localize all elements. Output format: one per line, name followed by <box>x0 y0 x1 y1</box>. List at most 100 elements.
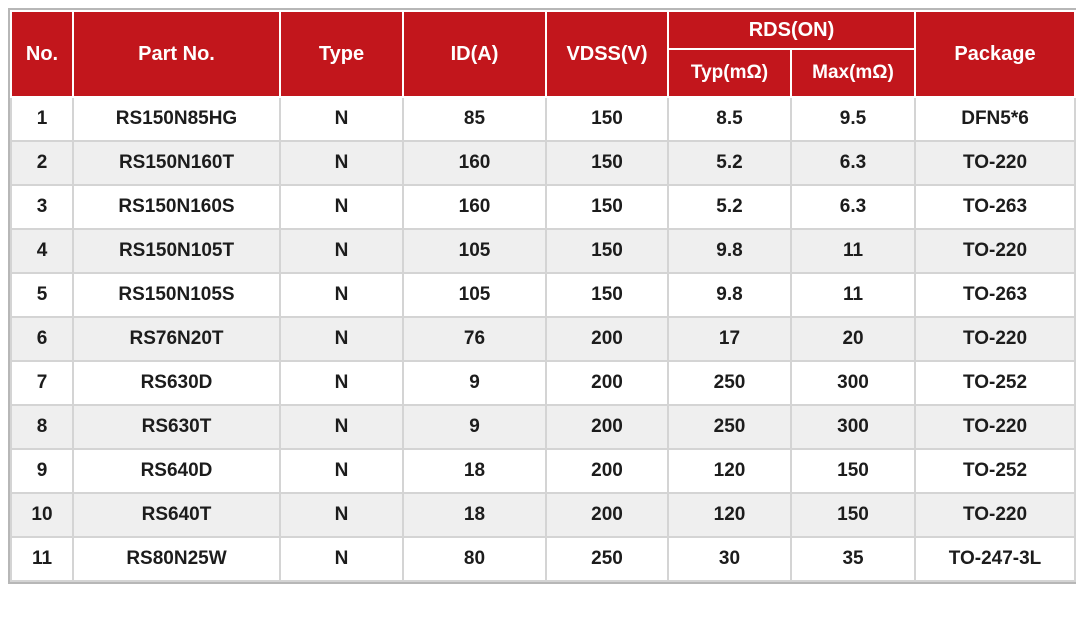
cell-id: 80 <box>402 536 547 582</box>
cell-id: 18 <box>402 492 547 538</box>
cell-pkg: TO-263 <box>914 184 1077 230</box>
cell-pkg: TO-252 <box>914 448 1077 494</box>
cell-id: 105 <box>402 272 547 318</box>
cell-id: 9 <box>402 360 547 406</box>
mosfet-parts-table: No. Part No. Type ID(A) VDSS(V) RDS(ON) … <box>10 10 1077 582</box>
cell-no: 4 <box>10 228 74 274</box>
cell-max: 11 <box>789 228 917 274</box>
cell-type: N <box>279 272 404 318</box>
cell-pkg: DFN5*6 <box>914 96 1077 142</box>
cell-vdss: 200 <box>545 316 669 362</box>
cell-pkg: TO-263 <box>914 272 1077 318</box>
table-row: 5 RS150N105S N 105 150 9.8 11 TO-263 <box>10 272 1077 318</box>
cell-part: RS150N105S <box>72 272 281 318</box>
table-row: 10 RS640T N 18 200 120 150 TO-220 <box>10 492 1077 538</box>
header-cell-rds-on: RDS(ON) <box>666 10 917 50</box>
cell-no: 1 <box>10 96 74 142</box>
cell-vdss: 200 <box>545 404 669 450</box>
cell-pkg: TO-220 <box>914 228 1077 274</box>
cell-typ: 120 <box>667 492 792 538</box>
cell-typ: 250 <box>667 404 792 450</box>
cell-id: 18 <box>402 448 547 494</box>
header-row-top: No. Part No. Type ID(A) VDSS(V) RDS(ON) … <box>10 10 1077 98</box>
parts-table-container: No. Part No. Type ID(A) VDSS(V) RDS(ON) … <box>8 8 1077 584</box>
cell-vdss: 200 <box>545 448 669 494</box>
cell-pkg: TO-220 <box>914 316 1077 362</box>
table-row: 8 RS630T N 9 200 250 300 TO-220 <box>10 404 1077 450</box>
table-row: 6 RS76N20T N 76 200 17 20 TO-220 <box>10 316 1077 362</box>
cell-part: RS630D <box>72 360 281 406</box>
cell-max: 35 <box>789 536 917 582</box>
cell-vdss: 200 <box>545 360 669 406</box>
cell-no: 7 <box>10 360 74 406</box>
cell-id: 9 <box>402 404 547 450</box>
cell-max: 300 <box>789 404 917 450</box>
cell-type: N <box>279 492 404 538</box>
table-body: 1 RS150N85HG N 85 150 8.5 9.5 DFN5*6 2 RS150N160T… <box>10 96 1077 582</box>
header-cell-no: No. <box>10 10 74 98</box>
cell-pkg: TO-247-3L <box>914 536 1077 582</box>
cell-type: N <box>279 96 404 142</box>
cell-vdss: 250 <box>545 536 669 582</box>
header-cell-package: Package <box>914 10 1077 98</box>
cell-max: 9.5 <box>789 96 917 142</box>
cell-vdss: 150 <box>545 184 669 230</box>
table-row: 2 RS150N160T N 160 150 5.2 6.3 TO-220 <box>10 140 1077 186</box>
cell-part: RS150N105T <box>72 228 281 274</box>
cell-pkg: TO-220 <box>914 492 1077 538</box>
cell-pkg: TO-220 <box>914 140 1077 186</box>
cell-id: 85 <box>402 96 547 142</box>
cell-type: N <box>279 536 404 582</box>
cell-max: 150 <box>789 448 917 494</box>
cell-part: RS150N85HG <box>72 96 281 142</box>
cell-part: RS150N160T <box>72 140 281 186</box>
cell-part: RS76N20T <box>72 316 281 362</box>
cell-vdss: 150 <box>545 272 669 318</box>
cell-typ: 120 <box>667 448 792 494</box>
cell-no: 11 <box>10 536 74 582</box>
cell-max: 6.3 <box>789 184 917 230</box>
table-row: 1 RS150N85HG N 85 150 8.5 9.5 DFN5*6 <box>10 96 1077 142</box>
cell-typ: 30 <box>667 536 792 582</box>
cell-part: RS640D <box>72 448 281 494</box>
cell-max: 6.3 <box>789 140 917 186</box>
cell-vdss: 150 <box>545 96 669 142</box>
cell-no: 5 <box>10 272 74 318</box>
cell-max: 11 <box>789 272 917 318</box>
cell-id: 76 <box>402 316 547 362</box>
cell-type: N <box>279 184 404 230</box>
table-row: 11 RS80N25W N 80 250 30 35 TO-247-3L <box>10 536 1077 582</box>
table-row: 3 RS150N160S N 160 150 5.2 6.3 TO-263 <box>10 184 1077 230</box>
cell-type: N <box>279 404 404 450</box>
header-cell-rds-max: Max(mΩ) <box>789 48 917 98</box>
table-row: 7 RS630D N 9 200 250 300 TO-252 <box>10 360 1077 406</box>
cell-pkg: TO-252 <box>914 360 1077 406</box>
cell-type: N <box>279 448 404 494</box>
header-cell-vdss: VDSS(V) <box>545 10 669 98</box>
cell-vdss: 200 <box>545 492 669 538</box>
cell-typ: 9.8 <box>667 228 792 274</box>
cell-typ: 250 <box>667 360 792 406</box>
table-header: No. Part No. Type ID(A) VDSS(V) RDS(ON) … <box>10 10 1077 98</box>
cell-max: 20 <box>789 316 917 362</box>
cell-typ: 5.2 <box>667 140 792 186</box>
header-cell-rds-typ: Typ(mΩ) <box>667 48 792 98</box>
cell-no: 8 <box>10 404 74 450</box>
cell-no: 6 <box>10 316 74 362</box>
cell-vdss: 150 <box>545 228 669 274</box>
cell-type: N <box>279 360 404 406</box>
cell-typ: 17 <box>667 316 792 362</box>
cell-no: 3 <box>10 184 74 230</box>
cell-type: N <box>279 140 404 186</box>
table-row: 9 RS640D N 18 200 120 150 TO-252 <box>10 448 1077 494</box>
cell-part: RS80N25W <box>72 536 281 582</box>
header-cell-id-a: ID(A) <box>402 10 547 98</box>
cell-no: 10 <box>10 492 74 538</box>
cell-part: RS150N160S <box>72 184 281 230</box>
cell-no: 9 <box>10 448 74 494</box>
header-row-sub: Typ(mΩ) Max(mΩ) <box>11 48 1075 98</box>
cell-typ: 5.2 <box>667 184 792 230</box>
table-row: 4 RS150N105T N 105 150 9.8 11 TO-220 <box>10 228 1077 274</box>
header-cell-type: Type <box>279 10 404 98</box>
cell-part: RS640T <box>72 492 281 538</box>
